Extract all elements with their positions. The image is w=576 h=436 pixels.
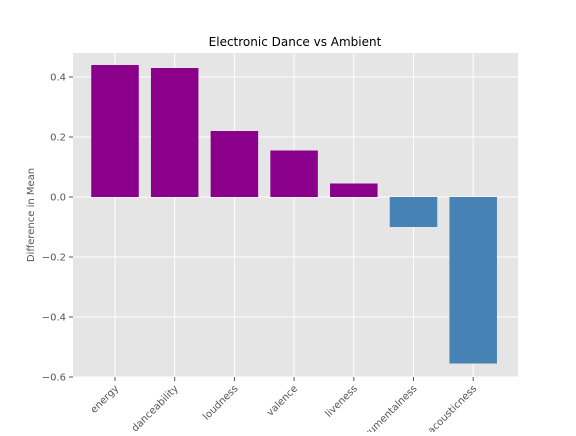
y-tick-label: 0.4 xyxy=(50,73,66,84)
bar-energy xyxy=(91,65,139,197)
chart-title: Electronic Dance vs Ambient xyxy=(209,35,382,49)
plot-area xyxy=(73,53,518,377)
bar-danceability xyxy=(150,68,199,197)
y-tick-label: −0.4 xyxy=(42,313,66,324)
x-tick-label: loudness xyxy=(201,383,240,422)
x-tick-label: valence xyxy=(265,383,300,418)
x-tick-label: energy xyxy=(89,383,121,415)
bars xyxy=(91,65,497,364)
x-tick-label: acousticness xyxy=(426,383,479,432)
y-tick-label: 0.2 xyxy=(50,133,66,144)
bar-liveness xyxy=(330,183,378,197)
y-axis-ticks: −0.6 −0.4 −0.2 0.0 0.2 0.4 xyxy=(42,73,73,384)
y-tick-label: −0.2 xyxy=(42,253,66,264)
x-tick-label: liveness xyxy=(323,383,359,419)
bar-loudness xyxy=(210,131,259,197)
bar-valence xyxy=(270,150,318,197)
x-axis-ticks: energy danceability loudness valence livenes… xyxy=(89,377,479,436)
y-axis-label: Difference in Mean xyxy=(26,168,37,262)
x-tick-label: instrumentalness xyxy=(351,383,420,432)
bar-acousticness xyxy=(449,197,497,364)
bar-instrumentalness xyxy=(389,197,438,227)
y-tick-label: 0.0 xyxy=(50,193,66,204)
y-tick-label: −0.6 xyxy=(42,373,66,384)
x-tick-label: danceability xyxy=(130,383,181,432)
